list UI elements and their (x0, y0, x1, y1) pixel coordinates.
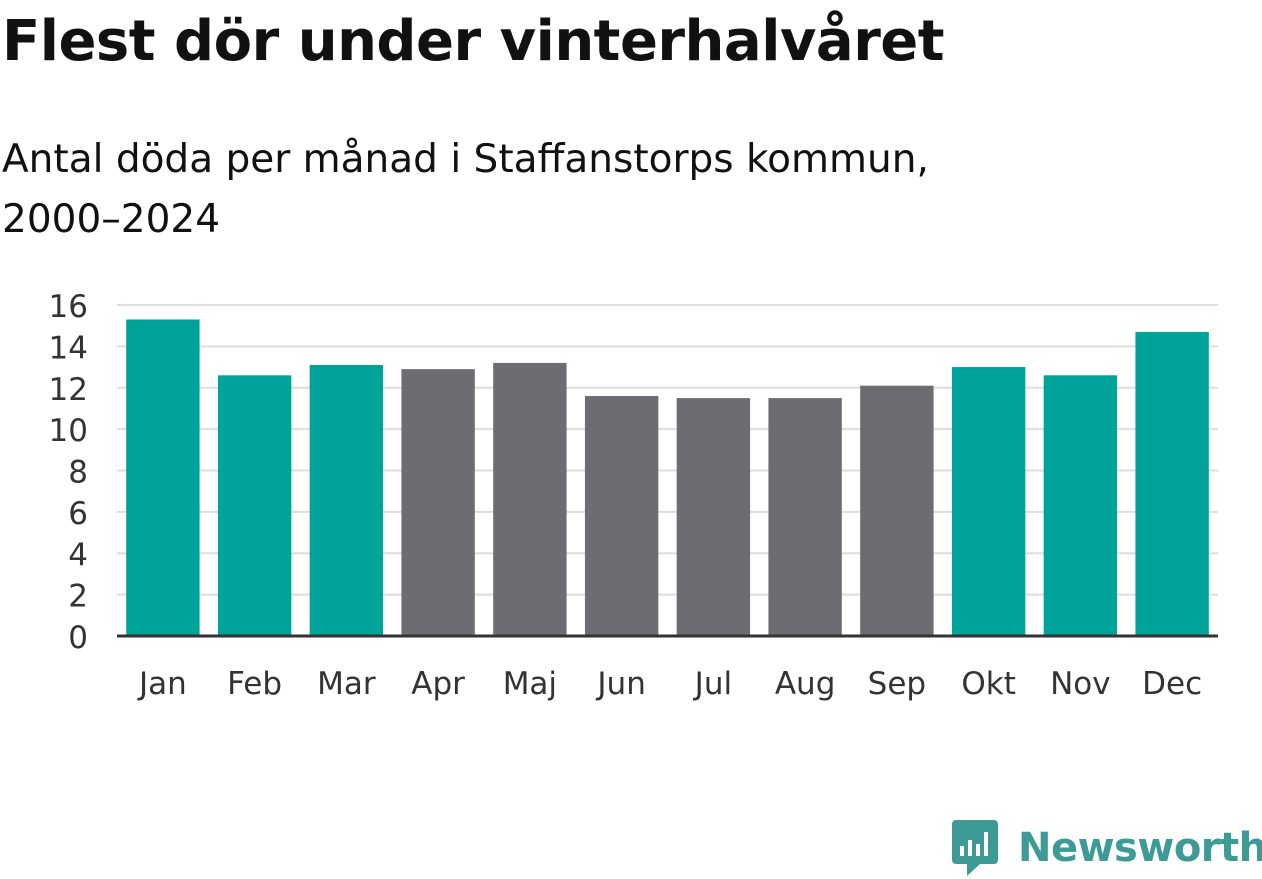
newsworthy-logo: Newsworthy (950, 818, 1262, 878)
bar-nov (1043, 375, 1118, 636)
newsworthy-logo-text: Newsworthy (1018, 825, 1262, 871)
bar-maj (493, 362, 567, 636)
bar-jun (584, 396, 659, 636)
x-tick-label: Aug (775, 666, 836, 702)
x-tick-label: Maj (503, 666, 557, 702)
bar-dec (1135, 331, 1209, 636)
grid-lines (117, 304, 1218, 596)
x-tick-label: Jun (595, 666, 645, 702)
x-tick-label: Mar (317, 666, 376, 702)
x-tick-label: Okt (961, 666, 1016, 702)
y-tick-label: 16 (49, 289, 88, 325)
bar-feb (217, 375, 292, 636)
y-tick-label: 0 (68, 620, 88, 656)
y-tick-label: 8 (68, 455, 88, 491)
bar-okt (951, 367, 1026, 636)
x-tick-label: Dec (1142, 666, 1202, 702)
bars (126, 319, 1209, 636)
bar-mar (309, 364, 384, 636)
y-tick-label: 2 (68, 579, 88, 615)
chart-subtitle-line-1: Antal döda per månad i Staffanstorps kom… (2, 137, 929, 182)
bar-aug (768, 398, 842, 636)
y-tick-label: 14 (49, 330, 88, 366)
bar-sep (860, 385, 934, 636)
x-tick-label: Apr (411, 666, 465, 702)
chart-subtitle: Antal döda per månad i Staffanstorps kom… (2, 130, 1102, 250)
bar-jul (676, 398, 751, 636)
x-tick-label: Sep (868, 666, 926, 702)
y-tick-label: 12 (49, 372, 88, 408)
chart-title: Flest dör under vinterhalvåret (2, 9, 945, 74)
x-tick-label: Nov (1050, 666, 1111, 702)
y-tick-label: 4 (68, 537, 88, 573)
newsworthy-logo-icon (952, 820, 998, 876)
x-tick-label: Jul (693, 666, 732, 702)
x-tick-label: Feb (227, 666, 282, 702)
y-tick-label: 10 (49, 413, 88, 449)
bar-apr (401, 369, 475, 636)
bar-jan (126, 319, 200, 636)
axes: 0 2 4 6 8 10 12 14 16 Jan Feb Mar Apr Maj Jun Jul Aug Sep… (49, 289, 1218, 702)
x-tick-label: Jan (137, 666, 187, 702)
y-tick-label: 6 (68, 496, 88, 532)
chart-subtitle-line-2: 2000–2024 (2, 197, 221, 242)
